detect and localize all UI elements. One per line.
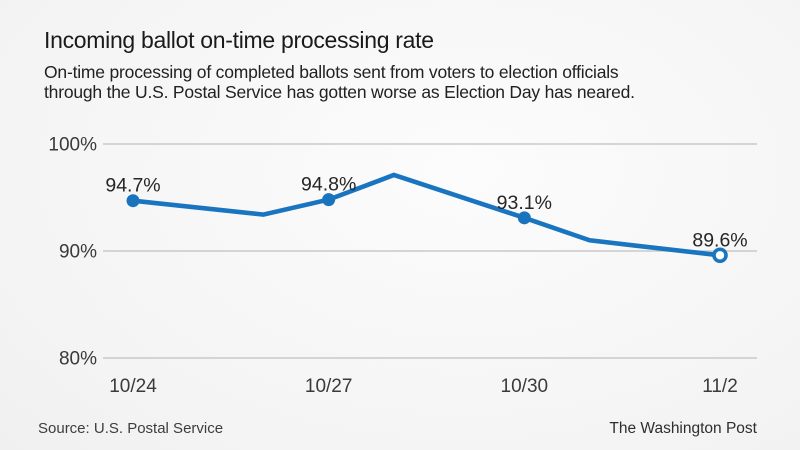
trend-line [130,172,723,258]
chart-subtitle: On-time processing of completed ballots … [44,62,635,102]
y-tick-90-: 90% [59,242,97,263]
y-tick-100-: 100% [48,135,97,156]
data-point-11-2 [712,247,728,264]
data-label-10-27: 94.8% [301,174,356,196]
x-tick-10-30: 10/30 [501,376,549,397]
y-tick-80-: 80% [59,349,97,370]
x-tick-11-2: 11/2 [702,376,738,397]
data-point-10-24 [126,194,140,208]
data-label-10-30: 93.1% [497,192,552,214]
x-tick-10-24: 10/24 [109,376,157,397]
data-point-10-30 [517,211,531,225]
chart-title: Incoming ballot on-time processing rate [44,27,434,53]
source-note: Source: U.S. Postal Service [38,420,224,437]
data-label-10-24: 94.7% [105,175,160,197]
x-tick-10-27: 10/27 [305,376,353,397]
data-label-11-2: 89.6% [692,229,747,251]
publisher-credit: The Washington Post [609,420,757,437]
data-point-10-27 [322,193,336,207]
